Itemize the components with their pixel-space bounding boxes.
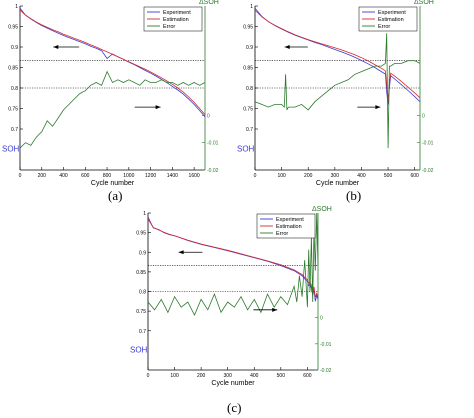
chart-b-y2tick-label-1: -0.01 [422,141,434,147]
panel-label-b: (b) [346,188,362,203]
chart-c-ytick-label-2: 0.8 [139,290,146,296]
chart-b-xtick-label-5: 500 [384,173,393,179]
chart-b-legend-label-1: Estimation [378,17,404,23]
chart-a-legend-label-1: Estimation [163,17,189,23]
panel-label-c: (c) [227,400,242,415]
chart-a-ytick-label-3: 0.85 [8,66,18,72]
chart-a-ytick-label-6: 1 [15,4,18,10]
chart-c-y2tick-label-1: -0.01 [320,342,332,348]
chart-c-ytick-label-1: 0.75 [136,309,146,315]
chart-c-xtick-label-1: 100 [170,373,179,379]
chart-a-xtick-label-7: 1400 [167,173,178,179]
chart-a: 0.7 0.75 0.8 0.85 0.9 0.95 1 -0.02 -0.01 0 0 200 400… [2,0,219,187]
chart-b-xtick-label-4: 400 [357,173,366,179]
chart-a-xtick-label-5: 1000 [123,173,134,179]
chart-c-legend-label-1: Estimation [276,224,302,230]
chart-b-ytick-label-6: 1 [250,4,253,10]
chart-b-y2tick-label-2: 0 [422,113,425,119]
chart-a-ytick-label-1: 0.75 [8,107,18,113]
chart-b-arrow-error-head [375,105,381,110]
chart-a-ytick-label-0: 0.7 [11,127,18,133]
chart-a-xtick-label-2: 400 [59,173,68,179]
chart-b-ytick-label-0: 0.7 [246,127,253,133]
chart-a-y2label: ΔSOH [199,0,219,6]
chart-a-arrow-error-head [155,105,161,110]
chart-c-y2tick-label-2: 0 [320,316,323,322]
chart-a-series-error [19,70,206,149]
chart-a-arrow-soh-head [53,45,59,49]
chart-b-xtick-label-2: 200 [304,173,313,179]
chart-a-ytick-label-5: 0.95 [8,25,18,31]
chart-a-legend-label-2: Error [163,24,175,30]
chart-b-y2tick-label-0: -0.02 [422,168,434,174]
chart-c-arrow-soh-head [178,250,184,255]
chart-c-ylabel: SOH [130,345,148,354]
chart-c-legend-label-2: Error [276,231,288,237]
chart-c-xtick-label-2: 200 [197,373,206,379]
chart-c-ytick-label-4: 0.9 [139,250,146,256]
chart-a-ytick-label-4: 0.9 [11,45,18,51]
chart-a-xlabel: Cycle number [91,180,135,187]
chart-b-xtick-label-1: 100 [277,173,286,179]
chart-c-xtick-label-6: 600 [303,373,312,379]
chart-b-ytick-label-5: 0.95 [243,25,253,31]
chart-c-series-error [147,212,319,316]
chart-b-ytick-label-3: 0.85 [243,66,253,72]
chart-c-xtick-label-5: 500 [277,373,286,379]
chart-b-xtick-label-0: 0 [254,173,257,179]
chart-b-legend-label-0: Experiment [378,10,406,16]
chart-a-xtick-label-8: 1600 [189,173,200,179]
chart-a-ytick-label-2: 0.8 [11,86,18,92]
chart-a-xtick-label-0: 0 [19,173,22,179]
chart-c-xtick-label-3: 300 [224,373,233,379]
chart-b-xtick-label-6: 600 [411,173,420,179]
chart-b-xlabel: Cycle number [316,180,360,187]
chart-c-ytick-label-5: 0.95 [136,231,146,237]
chart-a-xtick-label-4: 800 [103,173,112,179]
chart-c-arrow-error-head [272,307,278,312]
chart-b-arrow-soh-head [284,45,290,49]
chart-c-xlabel: Cycle number [211,380,255,387]
chart-c-ytick-label-0: 0.7 [139,329,146,335]
chart-b-ytick-label-2: 0.8 [246,86,253,92]
chart-c-ytick-label-3: 0.85 [136,270,146,276]
chart-b-ylabel: SOH [237,145,255,154]
chart-a-series-estimation [19,9,206,115]
chart-b-xtick-label-3: 300 [331,173,340,179]
chart-c-y2tick-label-0: -0.02 [320,368,332,374]
chart-a-y2tick-label-0: -0.02 [207,168,219,174]
panel-label-a: (a) [108,188,123,203]
chart-a-y2tick-label-2: 0 [207,113,210,119]
chart-b-series-estimation [254,9,421,101]
chart-b-y2label: ΔSOH [414,0,434,6]
chart-a-legend-label-0: Experiment [163,10,191,16]
chart-c-ytick-label-6: 1 [143,211,146,217]
chart-c: 0.7 0.75 0.8 0.85 0.9 0.95 1 -0.02 -0.01 0 0 100 200… [130,206,332,387]
chart-b-legend-label-2: Error [378,24,390,30]
chart-b-series-error [254,33,421,149]
chart-c-xtick-label-0: 0 [147,373,150,379]
chart-b: 0.7 0.75 0.8 0.85 0.9 0.95 1 -0.02 -0.01 0 0 100 200… [237,0,434,187]
chart-c-y2label: ΔSOH [312,206,332,213]
chart-c-xtick-label-4: 400 [250,373,259,379]
chart-a-xtick-label-3: 600 [81,173,90,179]
chart-a-xtick-label-1: 200 [38,173,47,179]
chart-a-xtick-label-6: 1200 [145,173,156,179]
chart-a-ylabel: SOH [2,145,20,154]
chart-b-ytick-label-1: 0.75 [243,107,253,113]
chart-a-y2tick-label-1: -0.01 [207,141,219,147]
chart-b-ytick-label-4: 0.9 [246,45,253,51]
chart-c-legend-label-0: Experiment [276,217,304,223]
